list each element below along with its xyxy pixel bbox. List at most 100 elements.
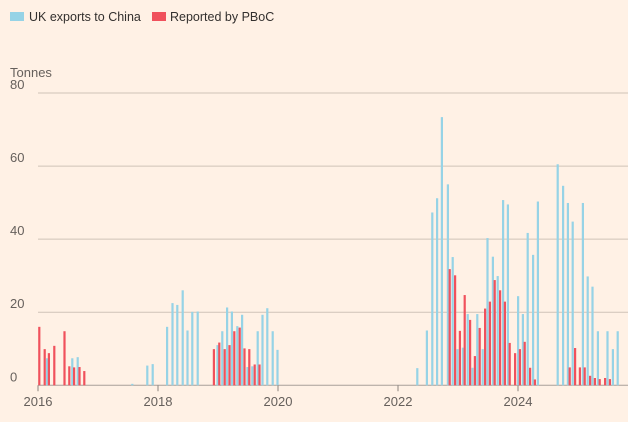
bar-uk-exports [236,326,239,386]
bar-uk-exports [476,314,479,386]
y-tick-label: 60 [10,150,24,165]
bar-pboc [493,280,496,386]
bar-uk-exports [596,331,599,386]
bar-pboc [47,353,50,386]
bar-uk-exports [226,307,229,386]
bar-uk-exports [221,331,224,386]
x-tick-label: 2020 [264,394,293,409]
x-tick-label: 2016 [24,394,53,409]
bar-uk-exports [261,314,264,386]
bar-uk-exports [611,349,614,386]
bar-uk-exports [251,366,254,386]
bar-uk-exports [431,212,434,386]
bar-uk-exports [566,202,569,386]
bar-pboc [73,367,76,386]
bar-pboc [499,290,502,386]
bar-pboc [218,342,221,386]
bar-uk-exports [456,349,459,386]
bar-uk-exports [171,303,174,386]
bar-pboc [469,319,472,386]
bar-uk-exports [556,164,559,386]
bar-pboc [212,349,215,386]
legend-label-uk-exports: UK exports to China [29,10,141,24]
bar-uk-exports [517,296,520,386]
bar-pboc [478,327,481,386]
bar-uk-exports [146,365,149,386]
bar-uk-exports [436,198,439,386]
bar-pboc [514,353,517,386]
bar-uk-exports [416,368,419,386]
bar-uk-exports [166,326,169,386]
bar-pboc [473,356,476,386]
bar-pboc [228,345,231,386]
bar-pboc [243,348,246,386]
legend-label-pboc: Reported by PBoC [170,10,274,24]
bar-uk-exports [276,349,279,386]
bar-pboc [593,377,596,386]
x-tick-label: 2022 [384,394,413,409]
bar-pboc [608,379,611,386]
bar-pboc [68,366,71,386]
bar-uk-exports [76,357,79,386]
bar-uk-exports [536,201,539,386]
bar-uk-exports [176,304,179,386]
x-axis: 2016 2018 2020 2022 2024 [24,385,533,409]
bar-uk-exports [491,256,494,386]
bar-uk-exports [271,331,274,386]
bar-pboc [518,349,521,386]
y-axis-label: Tonnes [10,65,52,80]
bar-uk-exports [486,238,489,386]
bar-pboc [503,301,506,386]
bar-uk-exports [606,331,609,386]
bar-pboc [253,364,256,386]
x-tick-label: 2024 [504,394,533,409]
bar-uk-exports [266,308,269,386]
y-tick-label: 0 [10,369,17,384]
bar-uk-exports [256,331,259,386]
bar-uk-exports [196,311,199,386]
bar-pboc [598,379,601,386]
bar-pboc [529,367,532,386]
bar-pboc [523,341,526,386]
bar-pboc [248,349,251,386]
bar-uk-exports [616,331,619,386]
bar-pboc [533,379,536,386]
bar-pboc [448,269,451,386]
bar-pboc [63,331,66,386]
bar-uk-exports [246,367,249,386]
bar-uk-exports [481,349,484,386]
bar-uk-exports [131,383,134,386]
bar-uk-exports [451,257,454,386]
bar-uk-exports [586,276,589,386]
bar-pboc [484,308,487,386]
bar-uk-exports [466,314,469,386]
bar-pboc [488,301,491,386]
bar-uk-exports [581,202,584,386]
bar-pboc [454,275,457,386]
bar-pboc [458,330,461,386]
bar-pboc [604,377,607,386]
bars [38,117,619,386]
gridlines: 0 20 40 60 80 [10,77,628,386]
bar-pboc [43,349,46,386]
legend-swatch-pboc [152,12,166,21]
bar-uk-exports [571,221,574,386]
bar-uk-exports [241,314,244,386]
bar-uk-exports [46,358,49,386]
bar-uk-exports [532,254,535,386]
bar-pboc [223,349,226,386]
x-tick-label: 2018 [144,394,173,409]
bar-uk-exports [461,347,464,386]
bar-pboc [574,348,577,386]
bar-uk-exports [151,364,154,386]
legend: UK exports to China Reported by PBoC [10,10,274,24]
bar-uk-exports [502,200,505,386]
y-tick-label: 80 [10,77,24,92]
bar-pboc [238,327,241,386]
bar-pboc [53,345,56,386]
bar-pboc [589,375,592,386]
y-tick-label: 40 [10,223,24,238]
bar-pboc [233,331,236,386]
y-tick-label: 20 [10,296,24,311]
